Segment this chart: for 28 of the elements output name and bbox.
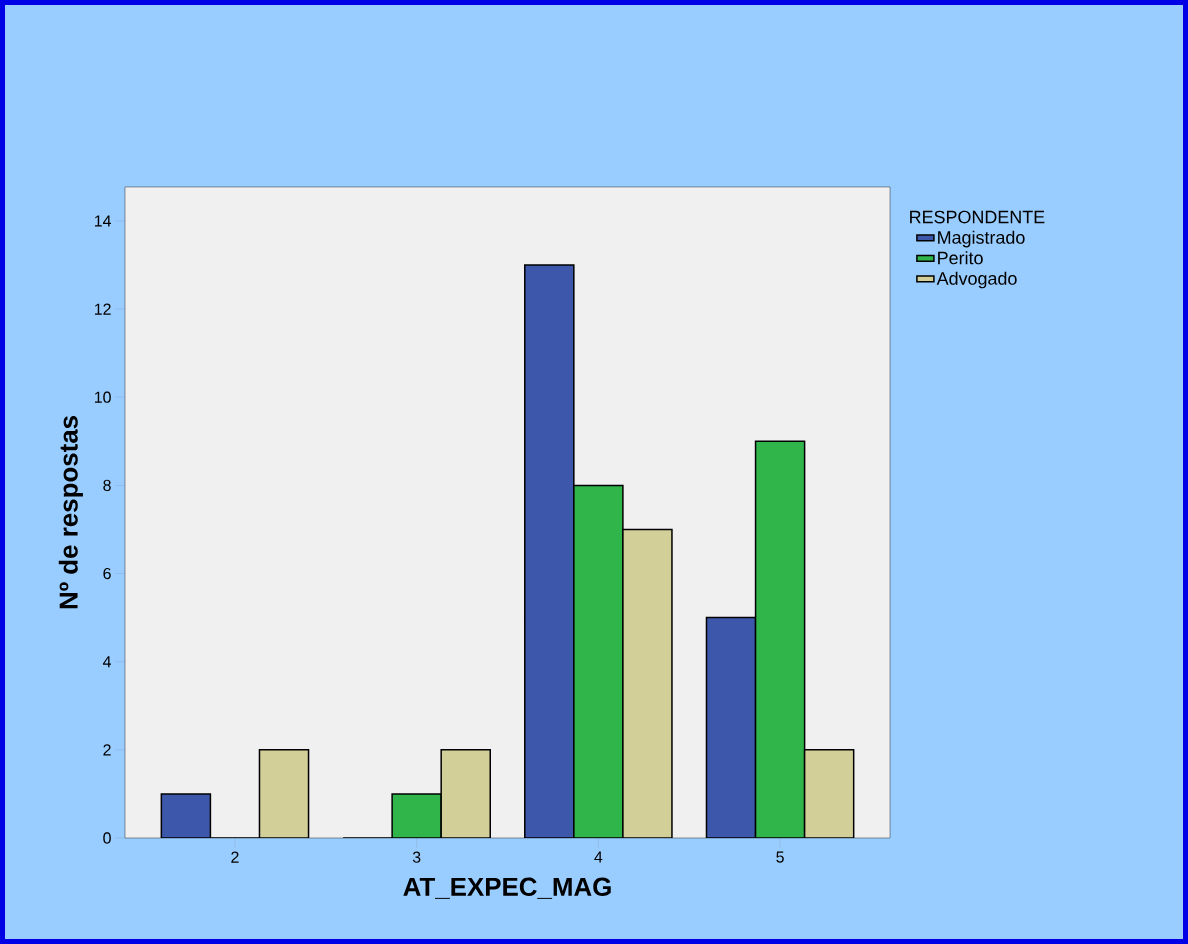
y-tick-label: 4	[102, 656, 112, 668]
x-tick-label: 5	[776, 851, 784, 863]
legend-label: Advogado	[936, 271, 1017, 289]
x-tick-label: 4	[594, 851, 603, 863]
y-tick-label: 8	[103, 479, 111, 492]
bar	[803, 749, 855, 838]
y-tick-label: 6	[103, 567, 111, 580]
bar	[754, 440, 806, 838]
x-tick-label: 3	[412, 851, 421, 863]
bar	[705, 616, 757, 838]
legend-label: Perito	[938, 251, 983, 265]
y-tick-label: 2	[103, 744, 111, 756]
bar	[259, 749, 309, 838]
y-axis-title: Nº de respostas	[58, 416, 83, 609]
bar	[524, 264, 574, 838]
legend-label: Magistrado	[938, 230, 1025, 248]
y-tick-label: 0	[103, 832, 111, 844]
bar	[392, 793, 442, 838]
bar	[441, 749, 491, 838]
legend-title: RESPONDENTE	[910, 210, 1045, 224]
y-tick-label: 12	[94, 303, 111, 315]
y-tick-label: 10	[94, 391, 111, 403]
x-axis-title: AT_EXPEC_MAG	[403, 877, 611, 899]
bar	[573, 485, 623, 838]
x-tick-label: 2	[231, 851, 239, 863]
bar	[622, 529, 672, 838]
bar	[161, 793, 211, 838]
y-tick-label: 14	[94, 215, 112, 227]
